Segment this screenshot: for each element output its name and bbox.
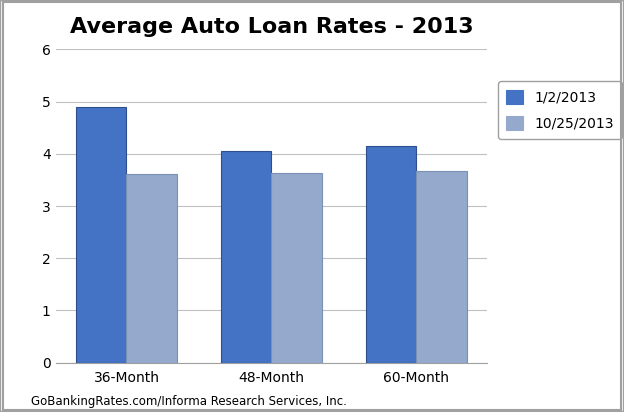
- Text: GoBankingRates.com/Informa Research Services, Inc.: GoBankingRates.com/Informa Research Serv…: [31, 395, 347, 408]
- Bar: [221, 151, 271, 363]
- Bar: [127, 173, 177, 363]
- Legend: 1/2/2013, 10/25/2013: 1/2/2013, 10/25/2013: [498, 82, 622, 139]
- Title: Average Auto Loan Rates - 2013: Average Auto Loan Rates - 2013: [70, 17, 473, 37]
- Bar: [76, 107, 127, 363]
- Bar: [366, 146, 416, 363]
- Bar: [271, 173, 322, 363]
- Bar: [416, 171, 467, 363]
